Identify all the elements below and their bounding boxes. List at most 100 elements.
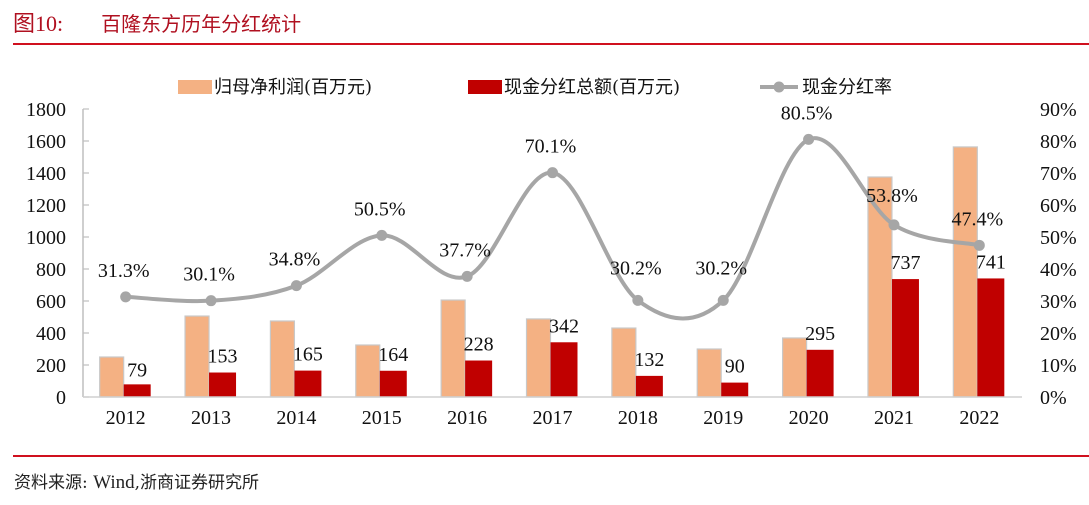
payout-data-label: 80.5% — [781, 102, 833, 124]
payout-point — [973, 239, 985, 251]
net-profit-bar — [269, 320, 296, 398]
x-axis-tick-label: 2016 — [447, 407, 487, 429]
payout-point — [290, 280, 302, 292]
footer-rule — [13, 455, 1089, 457]
net-profit-bar — [867, 176, 893, 398]
net-profit-bar — [611, 327, 637, 398]
payout-point — [547, 167, 558, 179]
dividend-data-label: 228 — [464, 334, 494, 356]
data-labels: 79 153 165 164 228 342 132 90 295 737 741 31.3% 30.1… — [98, 102, 1006, 381]
net-profit-bar — [525, 318, 552, 398]
source-prefix: 资料来源: — [14, 473, 88, 493]
net-profit-bar — [781, 337, 808, 398]
header-rule — [13, 43, 1089, 45]
x-axis-tick-label: 2017 — [533, 407, 573, 429]
dividend-bar — [379, 370, 407, 397]
payout-data-label: 30.2% — [610, 257, 662, 279]
left-axis-tick-label: 0 — [56, 387, 66, 409]
dividend-data-label: 342 — [549, 315, 579, 337]
left-axis-tick-label: 200 — [36, 355, 66, 377]
dividend-data-label: 165 — [293, 344, 323, 366]
payout-point — [717, 294, 729, 306]
legend-label-net-profit: 归母净利润(百万元) — [214, 77, 372, 98]
legend: 归母净利润(百万元) 现金分红总额(百万元) 现金分红率 — [178, 77, 892, 98]
right-axis: 0% 10% 20% 30% 40% 50% 60% 70% 80% 90% — [1040, 99, 1077, 409]
source-suffix: ,浙商证券研究所 — [134, 473, 259, 493]
right-axis-tick-label: 80% — [1040, 131, 1077, 153]
payout-data-label: 47.4% — [951, 208, 1003, 230]
legend-swatch-payout-marker — [773, 81, 785, 93]
legend-swatch-net-profit — [178, 80, 212, 94]
x-axis-tick-label: 2022 — [959, 407, 999, 429]
dividend-bar — [123, 384, 151, 397]
left-axis-tick-label: 1400 — [26, 163, 66, 185]
dividend-bar — [891, 279, 919, 397]
dividend-data-label: 164 — [378, 344, 408, 366]
bars — [99, 146, 1005, 398]
payout-data-label: 70.1% — [525, 136, 577, 158]
left-axis-tick-label: 1600 — [26, 131, 66, 153]
right-axis-tick-label: 50% — [1040, 227, 1077, 249]
figure-title: 图10: 百隆东方历年分红统计 — [13, 6, 301, 38]
dividend-data-label: 79 — [127, 359, 147, 381]
dividend-bar — [635, 375, 663, 397]
dividend-data-label: 90 — [725, 356, 745, 378]
dividend-bar — [465, 360, 493, 397]
dividend-data-label: 153 — [208, 346, 238, 368]
x-axis-tick-label: 2014 — [276, 407, 316, 429]
dividend-data-label: 737 — [890, 252, 920, 274]
source-note: 资料来源: Wind,浙商证券研究所 — [14, 468, 259, 494]
dividend-data-label: 295 — [805, 323, 835, 345]
right-axis-tick-label: 30% — [1040, 291, 1077, 313]
net-profit-bar — [952, 146, 978, 398]
payout-line-path — [123, 136, 982, 321]
payout-point — [888, 219, 900, 231]
payout-point — [120, 291, 132, 303]
payout-point — [632, 294, 644, 306]
net-profit-bar — [696, 348, 722, 398]
x-axis-tick-label: 2020 — [789, 407, 829, 429]
legend-label-dividend: 现金分红总额(百万元) — [504, 77, 680, 98]
right-axis-tick-label: 10% — [1040, 355, 1077, 377]
left-axis-tick-label: 1200 — [26, 195, 66, 217]
left-axis-tick-label: 1800 — [26, 99, 66, 121]
left-axis-tick-label: 600 — [36, 291, 66, 313]
legend-label-payout: 现金分红率 — [802, 77, 892, 98]
x-axis-tick-label: 2021 — [874, 407, 914, 429]
payout-data-label: 53.8% — [866, 185, 918, 207]
payout-data-label: 30.2% — [695, 257, 747, 279]
net-profit-bar — [99, 356, 125, 398]
right-axis-tick-label: 70% — [1040, 163, 1077, 185]
left-axis-tick-label: 400 — [36, 323, 66, 345]
x-axis: 2012 2013 2014 2015 2016 2017 2018 2019 2020 2021… — [83, 396, 1022, 429]
x-axis-tick-label: 2018 — [618, 407, 658, 429]
left-axis-tick-label: 800 — [36, 259, 66, 281]
dividend-bar — [550, 342, 578, 397]
dividend-data-label: 741 — [976, 251, 1006, 273]
payout-point — [803, 133, 815, 145]
figure-title-text: 百隆东方历年分红统计 — [101, 12, 302, 36]
payout-data-label: 30.1% — [183, 264, 235, 286]
x-axis-tick-label: 2015 — [362, 407, 402, 429]
right-axis-tick-label: 20% — [1040, 323, 1077, 345]
dividend-bar — [209, 372, 237, 397]
dividend-bar — [977, 278, 1005, 397]
figure-label: 图10: — [13, 11, 64, 36]
payout-data-label: 34.8% — [269, 249, 321, 271]
net-profit-bar — [184, 315, 210, 398]
dividend-bar — [294, 370, 322, 397]
legend-swatch-dividend — [468, 80, 502, 94]
x-axis-tick-label: 2019 — [703, 407, 743, 429]
net-profit-bar — [355, 344, 381, 398]
right-axis-tick-label: 60% — [1040, 195, 1077, 217]
payout-point — [461, 270, 473, 282]
x-axis-tick-label: 2012 — [106, 407, 146, 429]
dividend-data-label: 132 — [634, 349, 664, 371]
payout-point — [376, 229, 388, 241]
right-axis-tick-label: 40% — [1040, 259, 1077, 281]
x-axis-tick-label: 2013 — [191, 407, 231, 429]
dividend-bar — [806, 349, 834, 397]
right-axis-tick-label: 0% — [1040, 387, 1067, 409]
dividend-bar — [721, 382, 749, 397]
